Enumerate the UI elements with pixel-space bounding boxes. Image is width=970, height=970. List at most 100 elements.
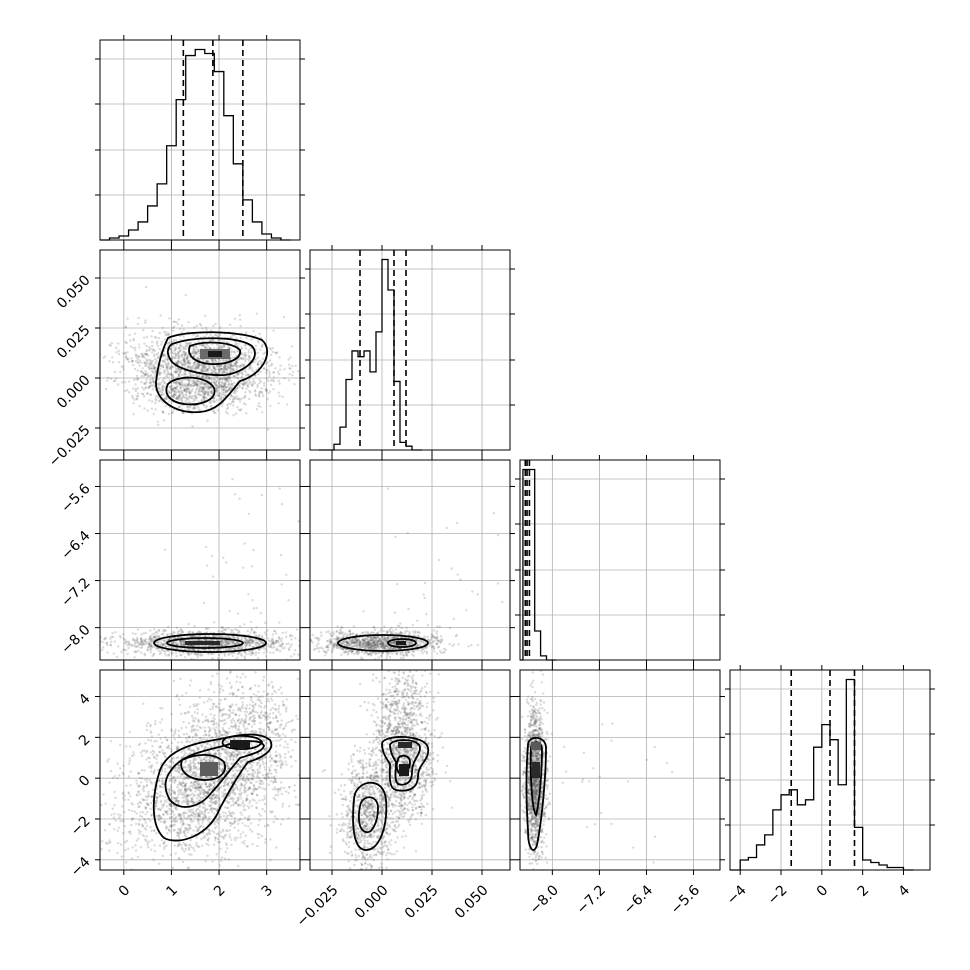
scatter-point bbox=[317, 639, 320, 642]
scatter-point bbox=[171, 651, 174, 654]
scatter-point bbox=[431, 634, 434, 637]
scatter-point bbox=[208, 387, 211, 390]
scatter-point bbox=[153, 635, 156, 638]
scatter-point bbox=[148, 644, 151, 647]
scatter-point bbox=[335, 643, 338, 646]
scatter-point bbox=[172, 375, 175, 379]
scatter-point bbox=[220, 385, 223, 389]
scatter-points bbox=[310, 487, 504, 660]
scatter-point bbox=[256, 383, 259, 387]
histogram-panel-0 bbox=[95, 35, 305, 245]
scatter-point bbox=[359, 641, 362, 644]
scatter-point bbox=[240, 376, 243, 379]
scatter-point bbox=[247, 593, 250, 596]
scatter-point bbox=[111, 356, 114, 359]
scatter-point bbox=[216, 639, 220, 642]
scatter-point bbox=[261, 411, 264, 414]
scatter-point bbox=[261, 641, 265, 645]
scatter-point bbox=[210, 371, 213, 375]
scatter-point bbox=[201, 343, 204, 346]
scatter-point bbox=[251, 639, 255, 642]
scatter-point bbox=[379, 630, 382, 633]
scatter-point bbox=[210, 775, 213, 779]
scatter-point bbox=[381, 651, 385, 654]
scatter-point bbox=[360, 644, 363, 647]
scatter-point bbox=[278, 368, 282, 371]
scatter-point bbox=[361, 632, 365, 635]
scatter-point bbox=[212, 397, 216, 400]
scatter-point bbox=[203, 365, 206, 369]
scatter-point bbox=[138, 359, 142, 362]
scatter-point bbox=[174, 346, 178, 349]
scatter-point bbox=[186, 787, 189, 790]
scatter-point bbox=[203, 395, 206, 398]
scatter-point bbox=[240, 364, 244, 367]
scatter-point bbox=[257, 394, 261, 397]
scatter-point bbox=[291, 370, 295, 374]
scatter-point bbox=[223, 367, 227, 370]
scatter-point bbox=[364, 642, 368, 645]
scatter-point bbox=[235, 360, 238, 364]
scatter-point bbox=[203, 815, 207, 818]
scatter-point bbox=[168, 400, 171, 403]
scatter-point bbox=[257, 392, 261, 395]
scatter-point bbox=[140, 640, 144, 643]
scatter-point bbox=[467, 645, 470, 648]
scatter-point bbox=[369, 645, 373, 648]
scatter-point bbox=[392, 641, 395, 644]
scatter-point bbox=[163, 652, 167, 655]
scatter-point bbox=[200, 363, 203, 367]
scatter-point bbox=[219, 377, 223, 380]
scatter-point bbox=[221, 391, 225, 394]
scatter-point bbox=[271, 640, 274, 643]
scatter-point bbox=[221, 629, 224, 632]
scatter-point bbox=[270, 364, 273, 367]
scatter-point bbox=[138, 776, 141, 780]
scatter-point bbox=[394, 636, 397, 639]
scatter-point bbox=[227, 382, 231, 385]
scatter-point bbox=[186, 342, 189, 345]
scatter-point bbox=[307, 647, 309, 649]
scatter-point bbox=[201, 370, 204, 373]
scatter-point bbox=[254, 638, 257, 642]
scatter-point bbox=[203, 364, 206, 367]
scatter-point bbox=[211, 342, 214, 346]
scatter-point bbox=[173, 386, 177, 389]
scatter-point bbox=[160, 633, 163, 636]
scatter-point bbox=[136, 322, 140, 326]
scatter-point bbox=[367, 640, 371, 643]
scatter-point bbox=[215, 390, 218, 393]
scatter-point bbox=[220, 643, 223, 647]
scatter-point bbox=[465, 609, 468, 612]
histogram-panel-1 bbox=[305, 245, 515, 455]
scatter-point bbox=[377, 636, 380, 640]
scatter-point bbox=[232, 812, 235, 815]
scatter-point bbox=[194, 335, 198, 338]
scatter-point bbox=[146, 641, 149, 645]
scatter-point bbox=[440, 640, 443, 643]
scatter-point bbox=[334, 637, 338, 640]
scatter-point bbox=[193, 381, 197, 384]
scatter-point bbox=[237, 358, 240, 362]
scatter-point bbox=[340, 626, 344, 629]
scatter-point bbox=[248, 643, 251, 646]
scatter-point bbox=[203, 390, 207, 393]
scatter-point bbox=[275, 351, 278, 355]
scatter-point bbox=[207, 345, 211, 349]
scatter-point bbox=[201, 374, 204, 377]
scatter-point bbox=[191, 384, 195, 388]
scatter-point bbox=[371, 638, 374, 641]
scatter-point bbox=[426, 638, 430, 641]
scatter-point bbox=[382, 647, 385, 650]
scatter-point bbox=[236, 387, 239, 390]
scatter-point bbox=[374, 652, 377, 655]
scatter-point bbox=[396, 624, 399, 627]
scatter-point bbox=[231, 395, 234, 398]
scatter-point bbox=[250, 628, 254, 632]
scatter-point bbox=[197, 644, 200, 648]
scatter-point bbox=[179, 349, 182, 353]
scatter-point bbox=[146, 648, 149, 651]
scatter-point bbox=[197, 380, 200, 383]
scatter-point bbox=[256, 385, 259, 389]
scatter-point bbox=[388, 628, 392, 631]
